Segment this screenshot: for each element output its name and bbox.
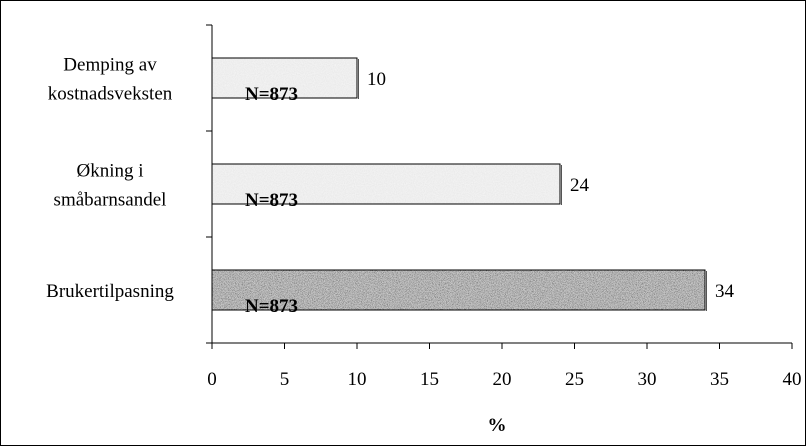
category-label-line: kostnadsveksten [48, 84, 173, 105]
bar-outline [211, 269, 706, 311]
x-axis-label: % [488, 415, 507, 436]
category-label-line: Brukertilpasning [46, 281, 174, 302]
bar-outline [211, 163, 561, 205]
x-tick-label: 15 [420, 369, 439, 390]
category-label: Økning i småbarnsandel [54, 161, 167, 211]
category-label-line: Demping av [63, 55, 157, 76]
x-tick-label: 30 [638, 369, 657, 390]
bars [211, 57, 707, 311]
bar-value-label: 10 [367, 69, 386, 90]
bar [212, 164, 560, 204]
bar-value-label: 24 [570, 175, 590, 196]
bar-n-label: N=873 [245, 190, 298, 211]
x-tick-label: 40 [783, 369, 802, 390]
category-label: Brukertilpasning [46, 281, 174, 302]
x-tick-label: 35 [710, 369, 729, 390]
x-tick-label: 0 [207, 369, 217, 390]
bar-outline [211, 57, 358, 99]
x-tick-label: 25 [565, 369, 584, 390]
x-tick-label: 5 [280, 369, 290, 390]
bar-n-label: N=873 [245, 84, 298, 105]
x-tick-label: 20 [493, 369, 512, 390]
bar [212, 58, 357, 98]
bar-value-label: 34 [715, 281, 735, 302]
category-label-line: småbarnsandel [54, 190, 167, 211]
bar [212, 270, 705, 310]
category-label: Demping av kostnadsveksten [48, 55, 173, 105]
category-label-line: Økning i [76, 161, 143, 182]
labels: 0 5 10 15 20 25 30 35 40% N=873 10 Demping av kostna… [46, 55, 801, 437]
bar-n-label: N=873 [245, 296, 298, 317]
x-tick-label: 10 [348, 369, 367, 390]
